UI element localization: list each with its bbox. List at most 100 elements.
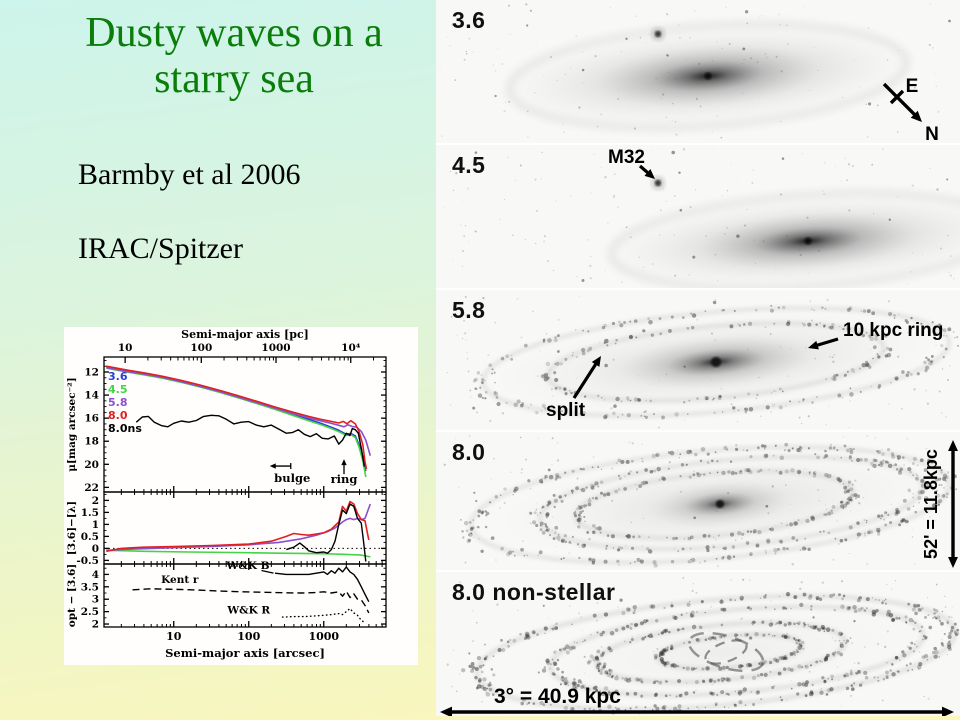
series-Kent-r xyxy=(132,588,370,614)
axis-tick-label: 1000 xyxy=(308,630,339,643)
panel-wavelength-label: 8.0 non-stellar xyxy=(452,579,616,605)
horizontal-scale-label: 3° = 40.9 kpc xyxy=(494,685,621,708)
compass-north-label: N xyxy=(925,124,939,143)
axis-title-bottom: Semi-major axis [arcsec] xyxy=(165,646,325,660)
series-3.6 xyxy=(106,366,367,472)
axis-tick-label: 0.5 xyxy=(81,531,99,543)
curve-label-WKR: W&K R xyxy=(226,605,270,617)
legend-entry: 8.0ns xyxy=(108,422,142,435)
axis-tick-label: 10⁴ xyxy=(341,342,361,354)
axis-title-y: μ[mag arcsec⁻²] xyxy=(66,377,78,471)
panel-wavelength-label: 4.5 xyxy=(452,152,486,178)
galaxy-image: EN xyxy=(436,0,960,143)
series-W-K-B xyxy=(274,566,370,603)
galaxy-image: 3° = 40.9 kpc xyxy=(436,572,960,716)
galaxy-rendering xyxy=(460,442,960,568)
axis-tick-label: 3.5 xyxy=(81,581,99,593)
arrow-head xyxy=(341,459,347,466)
galaxy-image: 52' = 11.8kpc xyxy=(436,432,960,570)
axis-tick-label: 2.5 xyxy=(81,606,99,618)
annotation-ring: ring xyxy=(331,472,358,486)
axis-tick-label: -0.5 xyxy=(76,555,99,567)
galaxy-rendering xyxy=(472,304,959,420)
annotation-arrow xyxy=(882,82,919,119)
vertical-scale-label: 52' = 11.8kpc xyxy=(921,449,941,559)
annotation-M32: M32 xyxy=(608,147,645,168)
arrow-head xyxy=(644,169,655,179)
legend-entry: 8.0 xyxy=(108,409,128,422)
compass-icon: EN xyxy=(882,76,939,143)
plot-line xyxy=(261,569,274,574)
axis-tick-label: 20 xyxy=(84,459,99,471)
title-line-2: starry sea xyxy=(154,56,314,103)
panel-wavelength-label: 3.6 xyxy=(452,7,486,33)
axis-tick-label: 22 xyxy=(84,482,99,494)
arrow-head xyxy=(440,706,452,716)
axis-tick-label: 18 xyxy=(84,436,99,448)
galaxy-image: 10 kpc ring split xyxy=(436,290,960,430)
axis-tick-label: 10 xyxy=(166,630,182,643)
galaxy-panel-3.6: E N 3.6 xyxy=(436,0,960,143)
axis-tick-label: 100 xyxy=(237,630,260,643)
series-8.0ns xyxy=(135,414,365,467)
axis-tick-label: 16 xyxy=(84,413,99,425)
series-5.8 xyxy=(106,366,372,456)
axis-title-y: [3.6]−[λ] xyxy=(66,501,78,555)
panel-wavelength-label: 5.8 xyxy=(452,297,486,323)
axis-tick-label: 1 xyxy=(92,519,99,531)
axis-tick-label: 10 xyxy=(118,342,133,354)
arrow-head xyxy=(910,110,922,122)
star-field xyxy=(443,435,952,567)
axis-tick-label: 1000 xyxy=(261,342,290,354)
axis-tick-label: 2 xyxy=(92,619,99,631)
page-title: Dusty waves on a starry sea xyxy=(28,10,440,102)
series-4.5 xyxy=(106,549,371,558)
galaxy-panel-8.0: 52' = 11.8kpc 8.0 xyxy=(436,430,960,570)
star-field xyxy=(439,3,951,140)
axis-tick-label: 100 xyxy=(190,342,212,354)
galaxy-rendering xyxy=(494,20,922,132)
galaxy-panel-8.0-non-stellar: 3° = 40.9 kpc 8.0 non-stellar xyxy=(436,570,960,716)
star-field xyxy=(443,148,955,285)
series-5.8 xyxy=(106,503,372,552)
curve-label-Kentr: Kent r xyxy=(161,574,199,586)
axis-tick-label: 4 xyxy=(92,569,99,581)
galaxy-image: M32 xyxy=(436,145,960,288)
axis-tick-label: 2 xyxy=(92,495,99,507)
galaxy-rendering xyxy=(596,189,960,288)
axis-title-y: opt − [3.6] xyxy=(66,564,78,628)
series-W-K-R xyxy=(281,607,366,624)
legend-entry: 4.5 xyxy=(108,383,128,396)
galaxy-panel-5.8: 10 kpc ring split 5.8 xyxy=(436,288,960,430)
star-field xyxy=(446,576,953,715)
series-8.0ns xyxy=(286,503,367,562)
annotation-arrow xyxy=(572,360,600,399)
horizontal-scale-arrow: 3° = 40.9 kpc xyxy=(440,685,954,716)
star-field xyxy=(446,295,951,429)
galaxy-image-stack: E N 3.6 M32 4.5 10 kpc ring split 5.8 52' = 11.8… xyxy=(436,0,960,716)
axis-title-top: Semi-major axis [pc] xyxy=(181,328,309,341)
annotation-bulge: bulge xyxy=(274,471,310,485)
vertical-scale-arrow: 52' = 11.8kpc xyxy=(921,440,958,568)
curve-label-WKB: W&K B xyxy=(226,560,270,572)
instrument-text: IRAC/Spitzer xyxy=(78,232,243,265)
legend-entry: 3.6 xyxy=(108,370,128,383)
arrow-head xyxy=(948,557,958,568)
galaxy-rendering xyxy=(461,591,960,715)
series-8.0 xyxy=(106,365,368,470)
galaxy-panel-4.5: M32 4.5 xyxy=(436,143,960,288)
profile-plot-figure: Semi-major axis [pc] 10 100 1000 10⁴ 10 100 100… xyxy=(64,327,418,665)
arrow-head xyxy=(269,463,276,469)
panel-wavelength-label: 8.0 xyxy=(452,439,486,465)
compass-east-label: E xyxy=(906,76,919,97)
axis-tick-label: 12 xyxy=(84,367,99,379)
arrow-head xyxy=(591,356,601,367)
series-8.0 xyxy=(106,500,370,553)
axis-tick-label: 0 xyxy=(92,543,99,555)
legend-entry: 5.8 xyxy=(108,396,128,409)
citation-text: Barmby et al 2006 xyxy=(78,158,301,191)
axis-tick-label: 14 xyxy=(84,390,99,402)
annotation-split: split xyxy=(546,400,586,421)
